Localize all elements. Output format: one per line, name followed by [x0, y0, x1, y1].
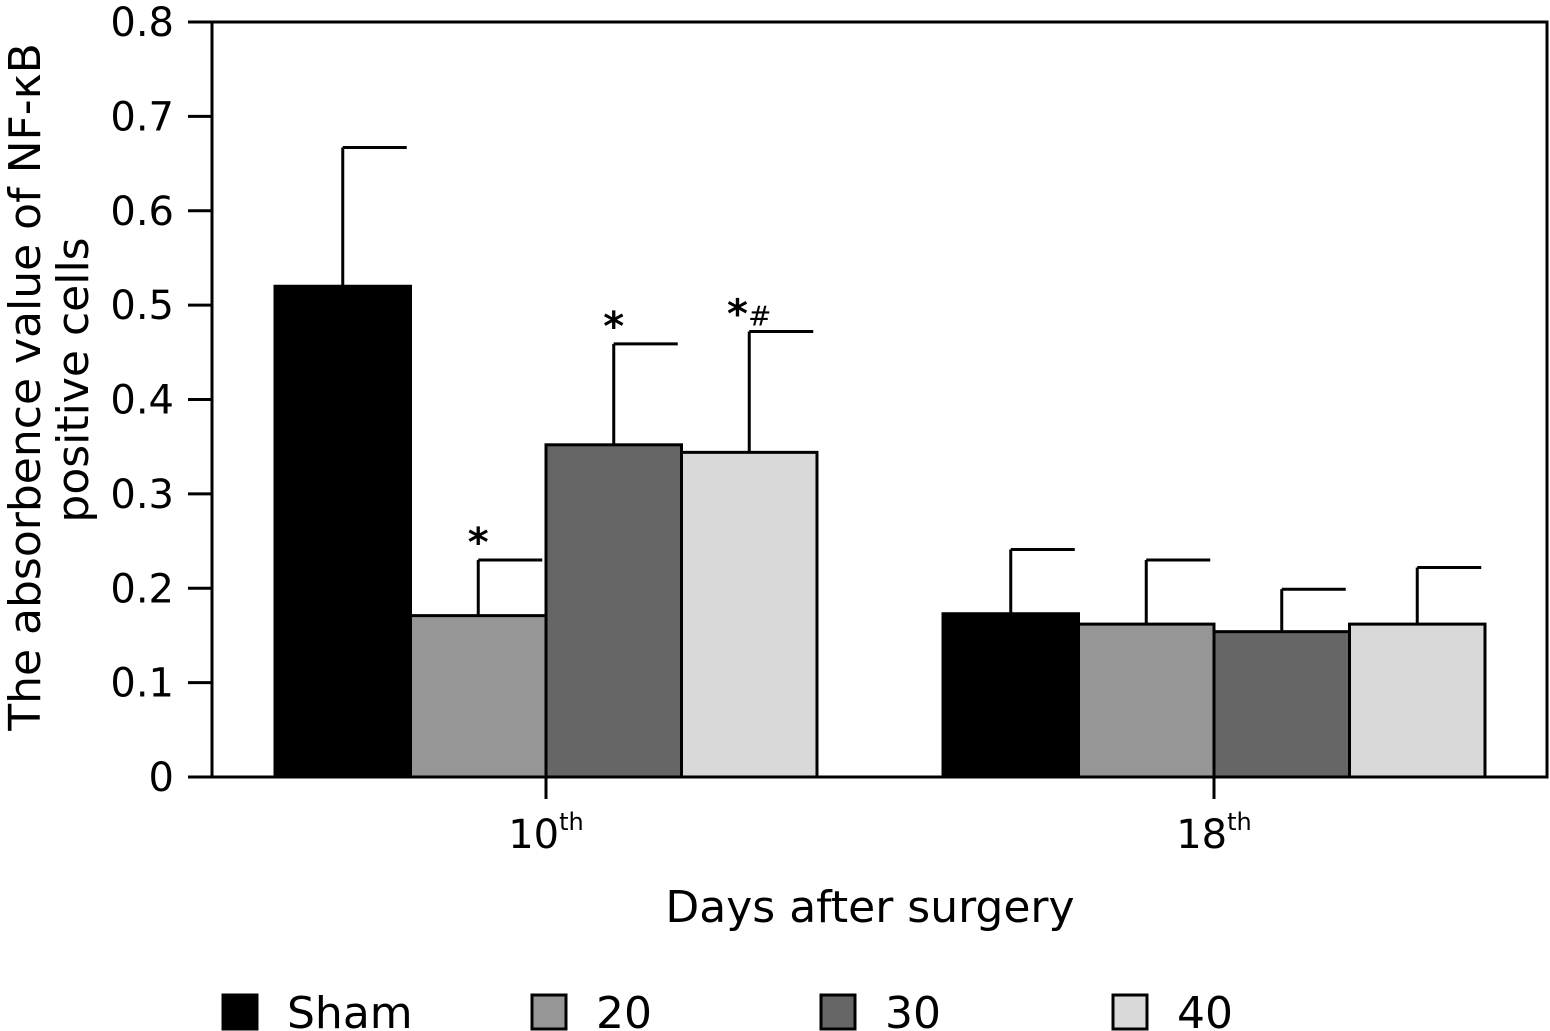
y-tick-label: 0.8: [110, 0, 174, 46]
bar-20-18: [1077, 622, 1216, 779]
bar-sham-10: [273, 284, 412, 779]
bar-30-10: [544, 443, 683, 779]
legend-label: 40: [1177, 988, 1233, 1031]
y-tick-label: 0.2: [110, 566, 174, 612]
bar-30-18: [1212, 630, 1351, 779]
y-tick-label: 0.7: [110, 94, 174, 140]
y-tick-label: 0.5: [110, 283, 174, 329]
legend: Sham 20 30 40: [221, 988, 1233, 1031]
y-axis-ticks: 0 0.1 0.2 0.3 0.4 0.5 0.6 0.7 0.8: [110, 0, 212, 801]
bar-40-10: [680, 450, 819, 779]
plot-frame: [210, 20, 1549, 779]
y-tick-label: 0.1: [110, 661, 174, 707]
legend-swatch-20: [530, 993, 568, 1031]
significance-annotation: *#: [727, 292, 771, 338]
legend-label: Sham: [287, 988, 413, 1031]
x-axis-ticks: 10th 18th: [508, 777, 1252, 858]
legend-swatch-40: [1111, 993, 1149, 1031]
y-axis-title-line-1: The absorbence value of NF-κB: [0, 43, 51, 732]
bar-40-18: [1348, 622, 1487, 779]
error-bars-layer: [341, 146, 1482, 632]
annotations-layer: * * *#: [468, 292, 772, 566]
y-tick-label: 0.3: [110, 472, 174, 518]
significance-annotation: *: [468, 520, 489, 566]
y-axis-title: The absorbence value of NF-κB positive c…: [0, 29, 99, 732]
bar-sham-18: [941, 612, 1080, 779]
x-axis-title: Days after surgery: [665, 882, 1074, 933]
x-category-label: 10th: [508, 808, 584, 858]
y-tick-label: 0: [149, 755, 174, 801]
y-tick-label: 0.4: [110, 378, 174, 424]
legend-label: 30: [885, 988, 941, 1031]
significance-annotation: *: [603, 304, 624, 350]
legend-label: 20: [596, 988, 652, 1031]
bar-20-10: [409, 614, 548, 779]
y-tick-label: 0.6: [110, 189, 174, 235]
x-category-label: 18th: [1176, 808, 1252, 858]
legend-swatch-sham: [221, 993, 259, 1031]
bars-layer: [273, 284, 1487, 779]
y-axis-title-line-2: positive cells: [48, 237, 99, 522]
legend-swatch-30: [819, 993, 857, 1031]
